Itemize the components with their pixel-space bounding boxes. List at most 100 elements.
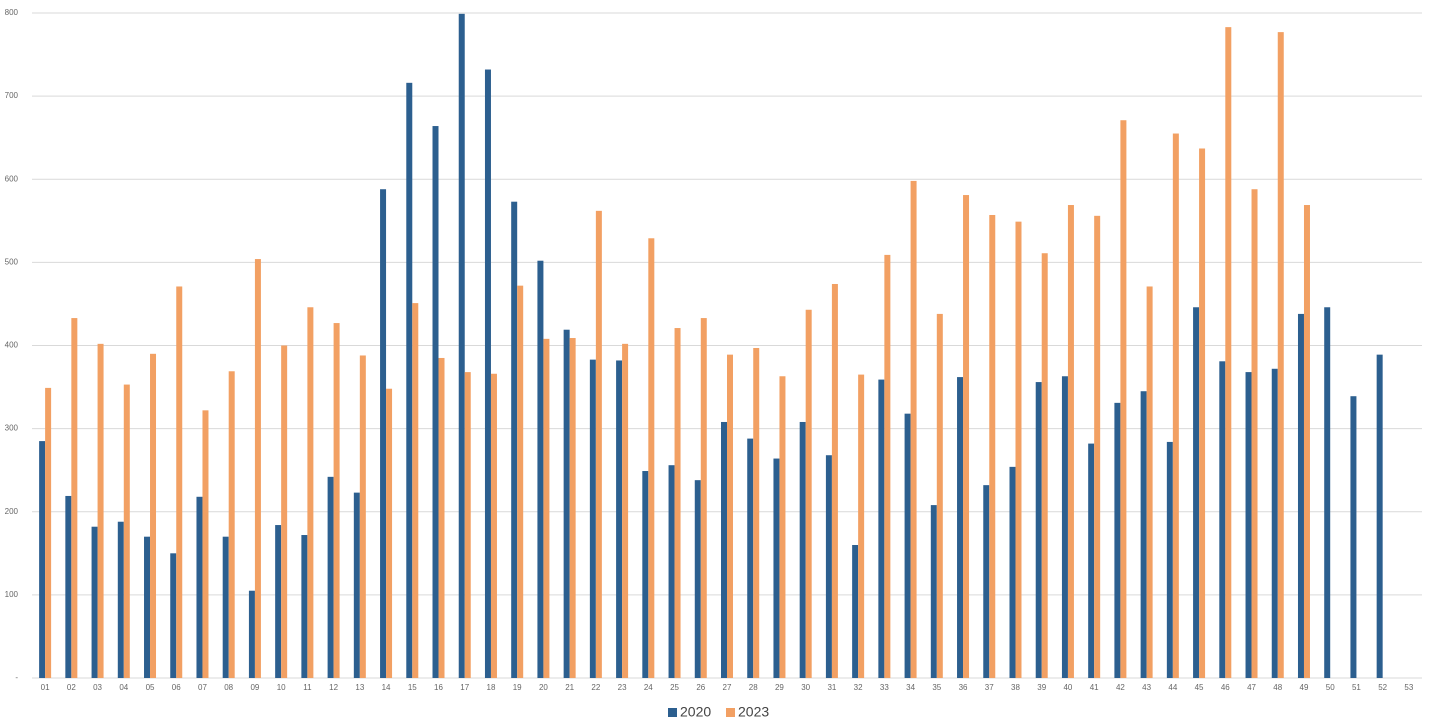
bar	[1114, 402, 1121, 678]
y-tick-label: 600	[5, 174, 19, 183]
bar	[1015, 221, 1022, 679]
bar	[333, 323, 340, 678]
x-tick-label: 51	[1352, 683, 1361, 692]
legend-label: 2023	[738, 704, 769, 720]
x-tick-label: 40	[1063, 683, 1072, 692]
bar	[484, 69, 491, 678]
bar	[327, 476, 334, 678]
bar	[1061, 376, 1068, 678]
x-tick-label: 36	[959, 683, 968, 692]
x-tick-label: 12	[329, 683, 338, 692]
x-tick-label: 03	[93, 683, 102, 692]
bar	[963, 195, 970, 678]
bar	[123, 384, 130, 678]
bar	[878, 379, 885, 678]
x-tick-label: 24	[644, 683, 653, 692]
x-tick-label: 17	[460, 683, 469, 692]
x-tick-label: 43	[1142, 683, 1151, 692]
bar	[1277, 32, 1284, 678]
bar	[432, 126, 439, 679]
bar	[1376, 354, 1383, 678]
bar	[674, 328, 681, 678]
x-tick-label: 25	[670, 683, 679, 692]
bar	[1199, 148, 1206, 678]
bar	[799, 421, 806, 678]
x-tick-label: 08	[224, 683, 233, 692]
x-tick-label: 06	[172, 683, 181, 692]
bar	[65, 495, 72, 678]
bar	[1120, 120, 1127, 678]
y-tick-label: -	[15, 673, 18, 682]
bar	[700, 318, 707, 678]
bar	[616, 360, 623, 678]
bar	[406, 82, 413, 678]
bar	[543, 338, 550, 678]
bar	[170, 553, 177, 678]
x-tick-label: 16	[434, 683, 443, 692]
bar	[1251, 189, 1258, 678]
x-tick-label: 19	[513, 683, 522, 692]
x-tick-label: 02	[67, 683, 76, 692]
bar	[1245, 372, 1252, 678]
bar	[1193, 307, 1200, 678]
x-tick-label: 04	[119, 683, 128, 692]
x-tick-label: 35	[932, 683, 941, 692]
bar	[910, 180, 917, 678]
x-tick-label: 29	[775, 683, 784, 692]
bar	[464, 372, 471, 678]
x-tick-label: 07	[198, 683, 207, 692]
bar	[930, 505, 937, 678]
bar	[490, 373, 497, 678]
bar	[144, 536, 151, 678]
x-tick-label: 49	[1300, 683, 1309, 692]
bar	[196, 496, 203, 678]
bar	[904, 413, 911, 678]
x-tick-label: 05	[146, 683, 155, 692]
y-tick-label: 700	[5, 91, 19, 100]
x-tick-label: 22	[591, 683, 600, 692]
x-tick-label: 39	[1037, 683, 1046, 692]
x-tick-label: 50	[1326, 683, 1335, 692]
y-tick-label: 200	[5, 507, 19, 516]
bar	[884, 254, 891, 679]
x-tick-label: 01	[41, 683, 50, 692]
x-tick-label: 41	[1090, 683, 1099, 692]
x-tick-label: 21	[565, 683, 574, 692]
bar	[642, 471, 649, 678]
bar	[983, 485, 990, 678]
legend-swatch	[668, 708, 677, 717]
bar	[1172, 133, 1179, 678]
bar	[1271, 368, 1278, 678]
x-tick-label: 45	[1195, 683, 1204, 692]
x-tick-label: 33	[880, 683, 889, 692]
bar	[747, 438, 754, 678]
bar	[1350, 396, 1357, 678]
bar	[248, 590, 255, 678]
x-tick-label: 30	[801, 683, 810, 692]
bar	[438, 357, 445, 678]
x-tick-label: 13	[355, 683, 364, 692]
bar	[858, 374, 865, 678]
bar	[1166, 441, 1173, 678]
bar	[91, 526, 98, 678]
bar	[989, 214, 996, 678]
bar	[648, 238, 655, 679]
legend-swatch	[726, 708, 735, 717]
y-tick-label: 400	[5, 341, 19, 350]
bar	[176, 286, 183, 678]
bar	[569, 338, 576, 678]
x-tick-label: 32	[854, 683, 863, 692]
x-tick-label: 20	[539, 683, 548, 692]
bar	[694, 480, 701, 678]
y-tick-label: 100	[5, 590, 19, 599]
x-tick-label: 28	[749, 683, 758, 692]
bar	[1035, 382, 1042, 678]
bar	[957, 377, 964, 678]
bar	[202, 410, 209, 678]
bar	[39, 441, 46, 678]
bar	[254, 259, 261, 678]
bar	[773, 458, 780, 678]
bar	[359, 355, 366, 678]
bar	[97, 343, 104, 678]
